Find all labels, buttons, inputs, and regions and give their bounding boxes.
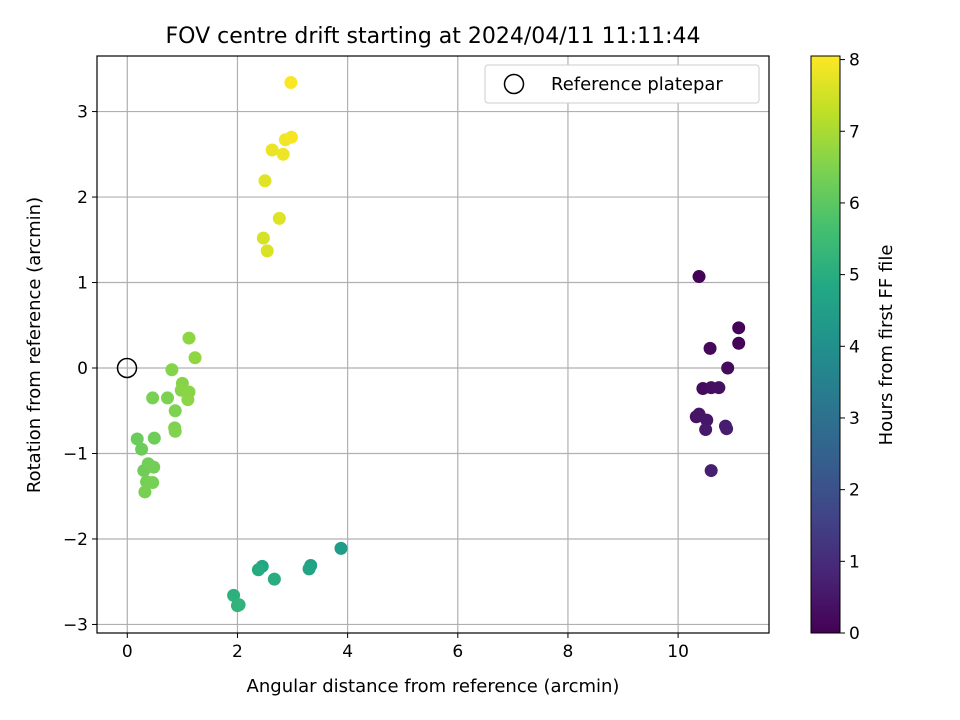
- colorbar-tick-label: 6: [849, 194, 860, 214]
- y-tick-label: −2: [63, 530, 88, 550]
- scatter-point: [334, 541, 348, 555]
- y-tick-label: 1: [77, 274, 88, 294]
- scatter-point: [704, 464, 718, 478]
- scatter-point: [284, 75, 298, 89]
- colorbar-gradient: [810, 55, 841, 634]
- x-tick-label: 6: [452, 642, 463, 662]
- legend-label: Reference platepar: [551, 74, 723, 95]
- scatter-point: [256, 231, 270, 245]
- colorbar-tick-label: 0: [849, 624, 860, 644]
- data-points: [130, 75, 746, 613]
- x-tick-label: 4: [342, 642, 353, 662]
- y-axis-label: Rotation from reference (arcmin): [24, 197, 45, 493]
- y-tick-label: 0: [77, 359, 88, 379]
- scatter-point: [267, 572, 281, 586]
- grid-lines: [97, 56, 769, 633]
- scatter-point: [232, 598, 246, 612]
- scatter-point: [188, 351, 202, 365]
- scatter-point: [147, 460, 161, 474]
- legend-marker-icon: [503, 73, 525, 95]
- scatter-point: [251, 563, 265, 577]
- scatter-point: [732, 321, 746, 335]
- colorbar-tick-label: 1: [849, 552, 860, 572]
- colorbar-tick-label: 8: [849, 51, 860, 71]
- y-tick-label: 3: [77, 103, 88, 123]
- y-axis-ticks: −3 −2 −1 0 1 2 3: [63, 103, 97, 635]
- x-axis-label: Angular distance from reference (arcmin): [247, 676, 620, 697]
- scatter-point: [703, 341, 717, 355]
- scatter-point: [260, 244, 274, 258]
- scatter-point: [276, 147, 290, 161]
- colorbar: 0 1 2 3 4 5 6 7 8 Hours from first FF file: [810, 51, 897, 644]
- scatter-point: [227, 588, 241, 602]
- scatter-point: [265, 143, 279, 157]
- x-axis-ticks: 0 2 4 6 8 10: [122, 633, 689, 662]
- colorbar-label: Hours from first FF file: [876, 245, 897, 446]
- scatter-point: [712, 381, 726, 395]
- scatter-point: [721, 361, 735, 375]
- scatter-point: [302, 562, 316, 576]
- colorbar-tick-label: 7: [849, 122, 860, 142]
- chart-title: FOV centre drift starting at 2024/04/11 …: [166, 24, 701, 49]
- reference-platepar-marker: [116, 357, 138, 379]
- scatter-point: [181, 393, 195, 407]
- x-tick-label: 2: [232, 642, 243, 662]
- x-tick-label: 8: [563, 642, 574, 662]
- scatter-point: [138, 485, 152, 499]
- scatter-point: [165, 363, 179, 377]
- x-tick-label: 10: [667, 642, 689, 662]
- scatter-point: [699, 423, 713, 437]
- scatter-point: [146, 391, 160, 405]
- colorbar-ticks: 0 1 2 3 4 5 6 7 8: [840, 51, 860, 644]
- scatter-point: [135, 442, 149, 456]
- y-tick-label: −3: [63, 615, 88, 635]
- scatter-point: [700, 413, 714, 427]
- colorbar-tick-label: 5: [849, 266, 860, 286]
- scatter-point: [168, 404, 182, 418]
- colorbar-tick-label: 4: [849, 337, 860, 357]
- legend: Reference platepar: [484, 64, 760, 104]
- scatter-point: [182, 331, 196, 345]
- scatter-point: [146, 476, 160, 490]
- scatter-point: [284, 130, 298, 144]
- x-tick-label: 0: [122, 642, 133, 662]
- scatter-point: [732, 336, 746, 350]
- plot-frame: [96, 55, 770, 634]
- scatter-point: [720, 422, 734, 436]
- scatter-point: [168, 424, 182, 438]
- y-tick-label: −1: [63, 444, 88, 464]
- legend-box: [484, 64, 760, 104]
- y-tick-label: 2: [77, 188, 88, 208]
- scatter-point: [258, 174, 272, 188]
- scatter-point: [272, 211, 286, 225]
- scatter-point: [692, 270, 706, 284]
- scatter-point: [130, 432, 144, 446]
- colorbar-tick-label: 2: [849, 481, 860, 501]
- scatter-point: [147, 431, 161, 445]
- scatter-point: [161, 391, 175, 405]
- colorbar-tick-label: 3: [849, 409, 860, 429]
